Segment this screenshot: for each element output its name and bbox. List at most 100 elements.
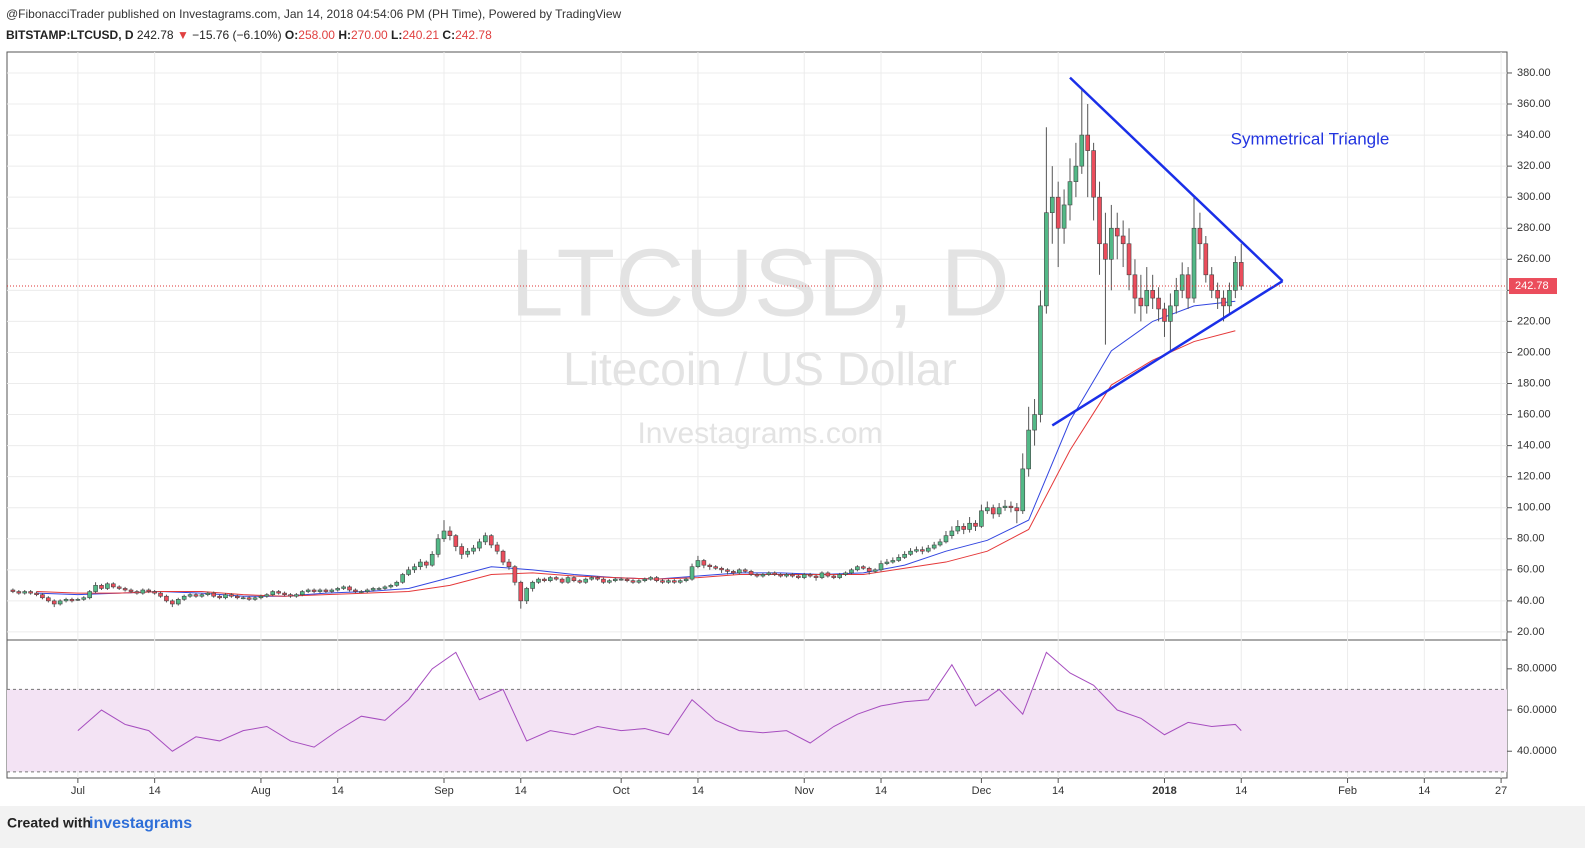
candle-body: [565, 577, 571, 583]
candle-body: [754, 574, 760, 577]
y-tick-label: 80.00: [1517, 533, 1545, 545]
x-tick-label: Feb: [1338, 785, 1357, 797]
candle-body: [465, 550, 470, 555]
candle-body: [146, 589, 152, 592]
candle-body: [1156, 297, 1161, 310]
candle-body: [199, 594, 205, 597]
candle-body: [134, 591, 140, 594]
x-tick-label: 14: [515, 785, 527, 797]
candle-body: [382, 586, 388, 589]
symbol: BITSTAMP:LTCUSD, D: [6, 28, 134, 42]
candle-body: [725, 569, 730, 572]
candle-body: [1067, 181, 1073, 206]
candle-body: [40, 594, 45, 599]
candle-body: [483, 535, 488, 543]
footer-brand: investagrams: [89, 815, 192, 832]
candle-body: [807, 574, 813, 577]
candle-body: [69, 599, 75, 602]
candle-body: [370, 588, 376, 591]
candle-body: [943, 535, 949, 543]
candle-body: [683, 578, 689, 581]
x-tick-label: Dec: [972, 785, 992, 797]
candle-body: [819, 572, 825, 578]
candle-body: [1191, 227, 1197, 299]
candle-body: [211, 592, 216, 597]
candle-body: [311, 589, 317, 592]
candle-body: [305, 589, 311, 592]
candle-body: [1020, 468, 1026, 512]
x-tick-label: 14: [1235, 785, 1247, 797]
x-tick-label: Sep: [434, 785, 454, 797]
candle-body: [122, 588, 128, 591]
candle-body: [1150, 290, 1155, 299]
candle-body: [323, 589, 329, 592]
candle-body: [1233, 262, 1238, 291]
footer-bar: [0, 806, 1585, 848]
l-label: L:: [391, 28, 402, 42]
candle-body: [778, 574, 783, 577]
annotation: Symmetrical Triangle: [1231, 129, 1390, 148]
candle-body: [235, 595, 240, 599]
candle-body: [353, 589, 358, 592]
arrow: ▼: [177, 28, 189, 42]
candle-body: [400, 574, 405, 583]
watermark: Investagrams.com: [637, 417, 882, 450]
candle-body: [878, 563, 884, 571]
candle-body: [51, 600, 57, 605]
candle-body: [801, 574, 807, 578]
y-tick-label: 380.00: [1517, 67, 1551, 79]
candle-body: [441, 530, 447, 540]
candle-body: [571, 577, 577, 581]
candle-body: [607, 580, 612, 583]
candle-body: [34, 592, 39, 595]
candle-body: [1215, 290, 1220, 299]
candle-body: [110, 583, 116, 588]
candle-body: [577, 580, 583, 583]
candle-body: [217, 595, 222, 599]
candle-body: [1103, 243, 1108, 260]
candle-body: [825, 572, 831, 577]
candle-body: [866, 567, 872, 572]
y-tick-label: 100.00: [1517, 502, 1551, 514]
x-tick-label: Nov: [794, 785, 814, 797]
candle-body: [158, 592, 163, 597]
candle-body: [1002, 505, 1008, 509]
candle-body: [152, 591, 157, 594]
candle-body: [872, 569, 878, 572]
candle-body: [1126, 243, 1132, 276]
candle-body: [896, 557, 902, 561]
candle-body: [63, 599, 69, 602]
x-tick-label: 14: [875, 785, 887, 797]
candle-body: [93, 585, 98, 592]
watermark: Litecoin / US Dollar: [563, 343, 957, 395]
candle-body: [860, 566, 866, 569]
candle-body: [1097, 196, 1102, 245]
candle-body: [601, 578, 606, 583]
candle-body: [908, 550, 913, 555]
candle-body: [429, 553, 435, 566]
candle-body: [855, 566, 860, 571]
candle-body: [996, 507, 1002, 515]
candle-body: [329, 589, 335, 592]
y-tick-label: 20.00: [1517, 626, 1545, 638]
y-tick-label: 60.0000: [1517, 704, 1557, 716]
candle-body: [672, 580, 677, 583]
candle-body: [742, 569, 748, 572]
candle-body: [75, 599, 81, 601]
candle-body: [559, 578, 565, 583]
candle-body: [583, 578, 589, 583]
candle-body: [536, 578, 541, 583]
change: −15.76 (−6.10%): [192, 28, 281, 42]
candle-body: [181, 595, 187, 600]
candle-body: [347, 586, 352, 591]
candle-body: [1044, 212, 1049, 307]
h-label: H:: [338, 28, 351, 42]
candle-body: [813, 575, 819, 578]
candle-body: [902, 553, 907, 558]
candle-body: [494, 544, 500, 552]
candle-body: [1197, 227, 1203, 245]
candle-body: [22, 591, 28, 594]
rsi-band: [7, 689, 1507, 772]
candle-body: [317, 589, 323, 592]
candle-body: [624, 578, 630, 581]
